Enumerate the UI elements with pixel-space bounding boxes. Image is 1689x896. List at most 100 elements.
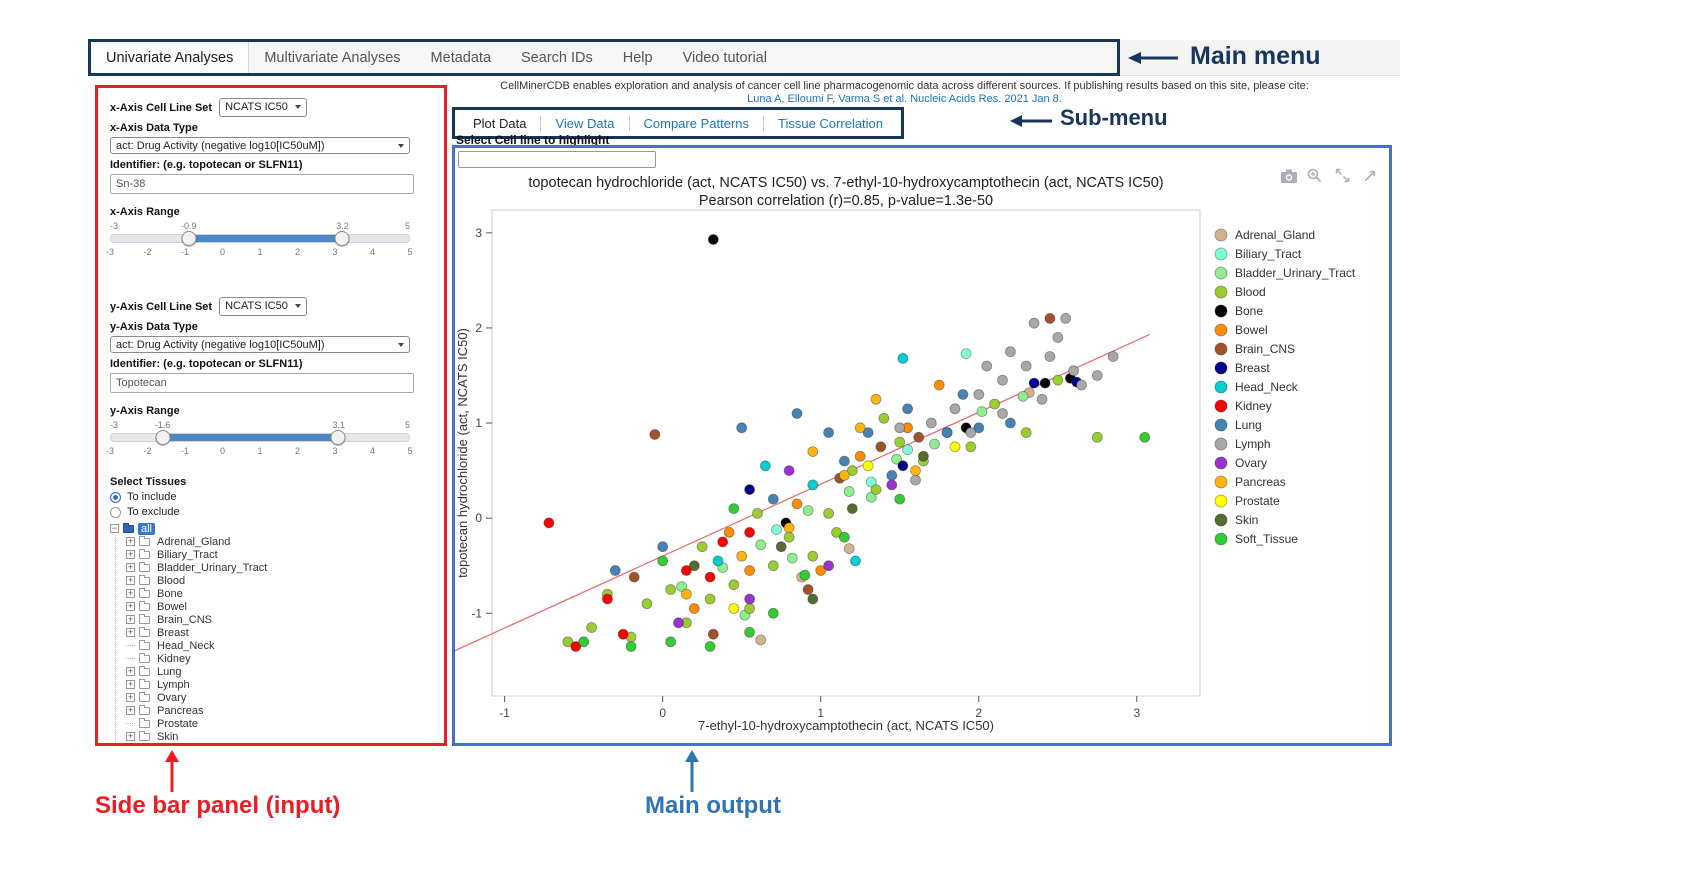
y-range-handle-high[interactable] [330,430,346,445]
scatter-point-lung[interactable] [657,541,669,553]
tree-item-bowel[interactable]: Bowel [126,600,432,613]
scatter-point-lymph[interactable] [1020,360,1032,372]
scatter-point-bowel[interactable] [854,450,866,462]
scatter-point-blood[interactable] [1020,427,1032,439]
scatter-point-lymph[interactable] [1028,317,1040,329]
tree-item-label[interactable]: Bowel [157,600,187,613]
scatter-point-biliary-tract[interactable] [865,476,877,488]
scatter-point-pancreas[interactable] [910,465,921,477]
main-menu-item-univariate-analyses[interactable]: Univariate Analyses [91,42,250,73]
highlight-cell-line-input[interactable] [458,151,656,168]
scatter-point-lymph[interactable] [910,474,921,486]
tree-item-label[interactable]: Breast [157,626,189,639]
x-cell-line-set-select[interactable]: NCATS IC50 [219,98,307,117]
scatter-point-skin[interactable] [917,450,929,462]
scatter-point-lymph[interactable] [1060,312,1072,324]
scatter-point-blood[interactable] [752,507,763,519]
scatter-point-bladder-urinary-tract[interactable] [865,491,877,503]
scatter-point-pancreas[interactable] [680,588,692,600]
scatter-point-biliary-tract[interactable] [960,348,972,360]
legend-item-adrenal-gland[interactable]: Adrenal_Gland [1214,228,1315,242]
scatter-point-blood[interactable] [823,507,835,519]
scatter-point-lung[interactable] [609,565,621,576]
y-range-track[interactable] [110,430,410,445]
scatter-point-bladder-urinary-tract[interactable] [786,552,798,564]
scatter-point-blood[interactable] [704,593,716,605]
tree-root-label[interactable]: all [138,522,156,535]
scatter-point-adrenal-gland[interactable] [843,543,855,555]
tree-item-adrenal-gland[interactable]: Adrenal_Gland [126,535,432,548]
scatter-point-soft-tissue[interactable] [799,569,811,581]
tree-item-label[interactable]: Lymph [157,678,190,691]
scatter-point-kidney[interactable] [570,641,582,652]
scatter-point-blood[interactable] [728,579,740,591]
scatter-point-bowel[interactable] [933,379,945,391]
scatter-point-head-neck[interactable] [897,352,909,364]
scatter-point-skin[interactable] [775,541,787,553]
tree-item-label[interactable]: Soft_Tissue [154,744,218,747]
y-data-type-select[interactable]: act: Drug Activity (negative log10[IC50u… [110,336,410,353]
legend-item-head-neck[interactable]: Head_Neck [1214,380,1299,394]
scatter-point-bowel[interactable] [688,603,700,614]
tree-item-label[interactable]: Adrenal_Gland [157,535,231,548]
scatter-point-brain-cns[interactable] [628,571,640,583]
sub-menu-item-tissue-correlation[interactable]: Tissue Correlation [778,115,884,131]
scatter-point-bladder-urinary-tract[interactable] [1017,390,1029,402]
scatter-point-soft-tissue[interactable] [657,555,669,567]
scatter-point-lung[interactable] [941,427,953,439]
legend-item-lung[interactable]: Lung [1214,418,1262,432]
scatter-point-blood[interactable] [783,531,795,543]
scatter-point-brain-cns[interactable] [649,429,661,440]
main-menu-item-video-tutorial[interactable]: Video tutorial [682,49,767,66]
scatter-point-lymph[interactable] [981,360,993,372]
tree-item-lung[interactable]: Lung [126,665,432,678]
expand-icon[interactable] [126,667,135,676]
scatter-point-breast[interactable] [1028,377,1040,389]
tissue-include-radio[interactable]: To include [110,491,432,503]
scatter-point-prostate[interactable] [862,460,874,472]
expand-icon[interactable] [126,537,135,546]
expand-icon[interactable] [126,550,135,559]
scatter-point-soft-tissue[interactable] [578,636,590,648]
scatter-point-ovary[interactable] [744,593,756,605]
tree-item-lymph[interactable]: Lymph [126,678,432,691]
main-menu-item-multivariate-analyses[interactable]: Multivariate Analyses [264,49,401,66]
scatter-point-blood[interactable] [641,598,653,610]
scatter-point-ovary[interactable] [673,617,684,629]
scatter-point-blood[interactable] [1052,374,1064,386]
x-data-type-select[interactable]: act: Drug Activity (negative log10[IC50u… [110,137,410,154]
tree-item-blood[interactable]: Blood [126,574,432,587]
scatter-point-lymph[interactable] [1068,365,1079,377]
scatter-point-blood[interactable] [665,584,677,595]
scatter-point-bowel[interactable] [791,498,803,510]
scatter-point-kidney[interactable] [543,517,555,529]
scatter-point-skin[interactable] [807,593,819,605]
x-axis-range-slider[interactable]: -3 -0.9 3.2 5 -3 -2 -1 0 1 2 3 4 5 [105,221,413,257]
legend-item-kidney[interactable]: Kidney [1214,399,1272,413]
scatter-point-brain-cns[interactable] [1044,312,1056,324]
scatter-point-brain-cns[interactable] [913,431,925,443]
scatter-point-lymph[interactable] [1107,351,1119,362]
scatter-point-prostate[interactable] [949,441,961,453]
expand-icon[interactable] [126,576,135,585]
tree-item-breast[interactable]: Breast [126,626,432,639]
scatter-point-bone[interactable] [707,234,719,245]
scatter-point-soft-tissue[interactable] [767,607,779,619]
expand-icon[interactable] [126,589,135,598]
scatter-point-bladder-urinary-tract[interactable] [929,438,940,450]
expand-icon[interactable] [126,628,135,637]
scatter-point-soft-tissue[interactable] [838,531,850,543]
scatter-point-bladder-urinary-tract[interactable] [976,406,988,418]
tree-item-bladder-urinary-tract[interactable]: Bladder_Urinary_Tract [126,561,432,574]
scatter-point-adrenal-gland[interactable] [755,634,767,646]
scatter-point-ovary[interactable] [783,465,795,477]
tree-item-label[interactable]: Bone [157,587,183,600]
scatter-point-kidney[interactable] [617,628,629,640]
scatter-point-lung[interactable] [973,422,985,434]
tree-item-head-neck[interactable]: Head_Neck [126,639,432,652]
legend-item-bladder-urinary-tract[interactable]: Bladder_Urinary_Tract [1214,266,1356,280]
scatter-point-pancreas[interactable] [783,522,795,534]
scatter-point-lymph[interactable] [1076,379,1087,391]
x-range-track[interactable] [110,231,410,246]
scatter-point-kidney[interactable] [704,571,716,583]
